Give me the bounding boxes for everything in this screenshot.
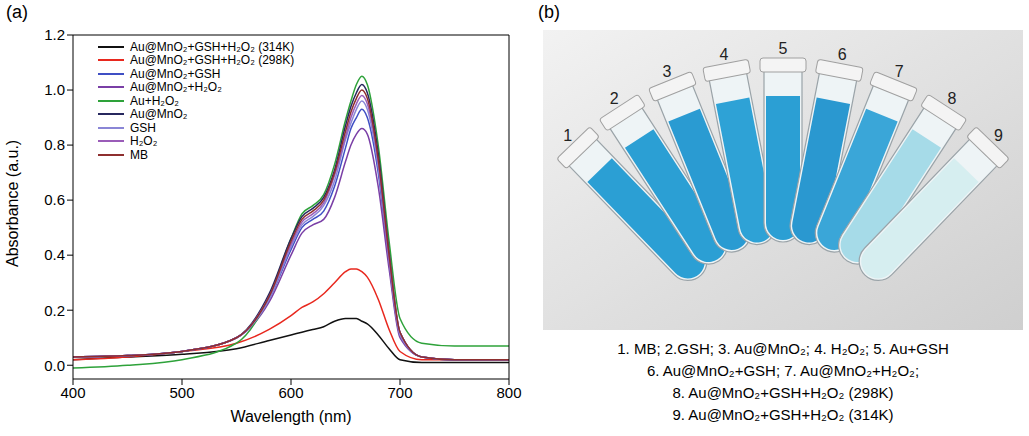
html-text:Au+H₂O₂: Au+H₂O₂ [130,93,179,108]
svg-text:2: 2 [610,90,619,107]
svg-text:6: 6 [838,46,847,63]
html-text:(a): (a) [6,2,28,22]
html-text:H₂O₂: H₂O₂ [130,134,158,149]
html-text:6. Au@MnO₂+GSH; 7. Au@MnO₂+H₂O: 6. Au@MnO₂+GSH; 7. Au@MnO₂+H₂O₂; [646,362,920,379]
svg-text:3: 3 [662,63,671,80]
svg-text:0.6: 0.6 [44,191,65,208]
svg-text:0.2: 0.2 [44,302,65,319]
html-text:9. Au@MnO₂+GSH+H₂O₂ (314K): 9. Au@MnO₂+GSH+H₂O₂ (314K) [672,406,894,423]
html-text:MB: MB [130,147,148,162]
html-text:Au@MnO₂+GSH+H₂O₂ (314K): Au@MnO₂+GSH+H₂O₂ (314K) [130,39,295,54]
svg-text:5: 5 [779,40,788,57]
svg-text:1: 1 [563,127,572,144]
svg-text:800: 800 [496,384,521,401]
svg-text:Wavelength (nm): Wavelength (nm) [230,408,351,425]
svg-text:7: 7 [895,63,904,80]
html-text:GSH: GSH [130,120,156,135]
html-text:(b): (b) [538,2,560,22]
svg-text:8: 8 [947,90,956,107]
html-text:Au@MnO₂+GSH: Au@MnO₂+GSH [130,66,221,81]
html-text:Au@MnO₂: Au@MnO₂ [130,107,188,122]
svg-text:500: 500 [169,384,194,401]
svg-text:1.0: 1.0 [44,81,65,98]
svg-text:600: 600 [278,384,303,401]
svg-text:400: 400 [60,384,85,401]
svg-text:1.2: 1.2 [44,26,65,43]
html-text:Au@MnO₂+H₂O₂: Au@MnO₂+H₂O₂ [130,80,222,95]
svg-text:9: 9 [994,127,1003,144]
svg-text:0.4: 0.4 [44,246,65,263]
svg-text:700: 700 [387,384,412,401]
html-text:Au@MnO₂+GSH+H₂O₂ (298K): Au@MnO₂+GSH+H₂O₂ (298K) [130,53,295,68]
svg-text:0.8: 0.8 [44,136,65,153]
html-text:1. MB; 2.GSH; 3. Au@MnO₂; 4. H: 1. MB; 2.GSH; 3. Au@MnO₂; 4. H₂O₂; 5. Au… [617,340,949,357]
html-text:8. Au@MnO₂+GSH+H₂O₂ (298K): 8. Au@MnO₂+GSH+H₂O₂ (298K) [672,384,894,401]
svg-text:0.0: 0.0 [44,357,65,374]
svg-text:Absorbance (a.u.): Absorbance (a.u.) [4,140,21,267]
svg-text:4: 4 [719,46,728,63]
